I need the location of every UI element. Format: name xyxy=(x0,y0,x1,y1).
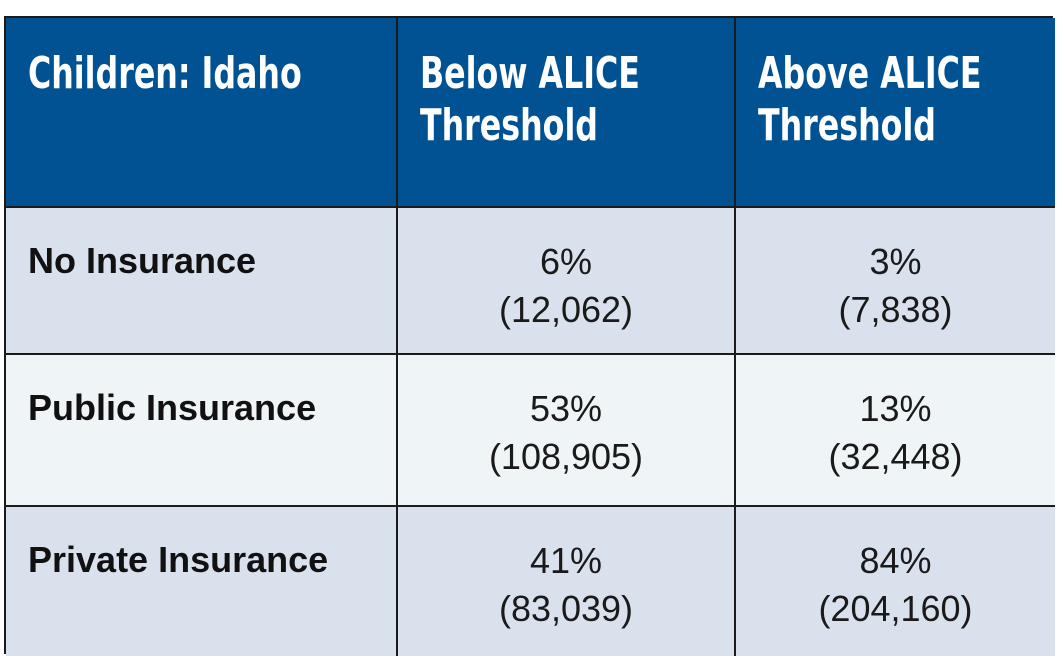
cell-count: (204,160) xyxy=(818,588,973,629)
row-label-public-insurance: Public Insurance xyxy=(6,355,398,507)
header-label-line2: Threshold xyxy=(420,100,598,151)
header-above-alice: Above ALICE Threshold xyxy=(736,18,1055,208)
cell-pct: 3% xyxy=(869,241,922,282)
cell-count: (83,039) xyxy=(498,588,634,629)
cell-no-insurance-below: 6% (12,062) xyxy=(398,208,736,355)
header-below-alice: Below ALICE Threshold xyxy=(398,18,736,208)
header-children-idaho: Children: Idaho xyxy=(6,18,398,208)
cell-pct: 53% xyxy=(529,388,603,429)
cell-private-insurance-below: 41% (83,039) xyxy=(398,507,736,656)
cell-pct: 41% xyxy=(529,540,603,581)
row-label-private-insurance: Private Insurance xyxy=(6,507,398,656)
cell-count: (108,905) xyxy=(488,436,644,477)
cell-public-insurance-below: 53% (108,905) xyxy=(398,355,736,507)
cell-count: (32,448) xyxy=(828,436,963,477)
cell-private-insurance-above: 84% (204,160) xyxy=(736,507,1055,656)
cell-pct: 13% xyxy=(859,388,932,429)
cell-pct: 84% xyxy=(859,540,932,581)
cell-no-insurance-above: 3% (7,838) xyxy=(736,208,1055,355)
cell-count: (7,838) xyxy=(838,289,953,330)
header-label: Children: Idaho xyxy=(28,48,302,99)
header-label-line2: Threshold xyxy=(758,100,936,151)
cell-pct: 6% xyxy=(539,241,593,282)
insurance-table: Children: Idaho Below ALICE Threshold Ab… xyxy=(4,16,1055,656)
row-label-no-insurance: No Insurance xyxy=(6,208,398,355)
cell-count: (12,062) xyxy=(498,289,634,330)
cell-public-insurance-above: 13% (32,448) xyxy=(736,355,1055,507)
header-label-line1: Above ALICE xyxy=(758,48,982,99)
header-label-line1: Below ALICE xyxy=(420,48,640,99)
